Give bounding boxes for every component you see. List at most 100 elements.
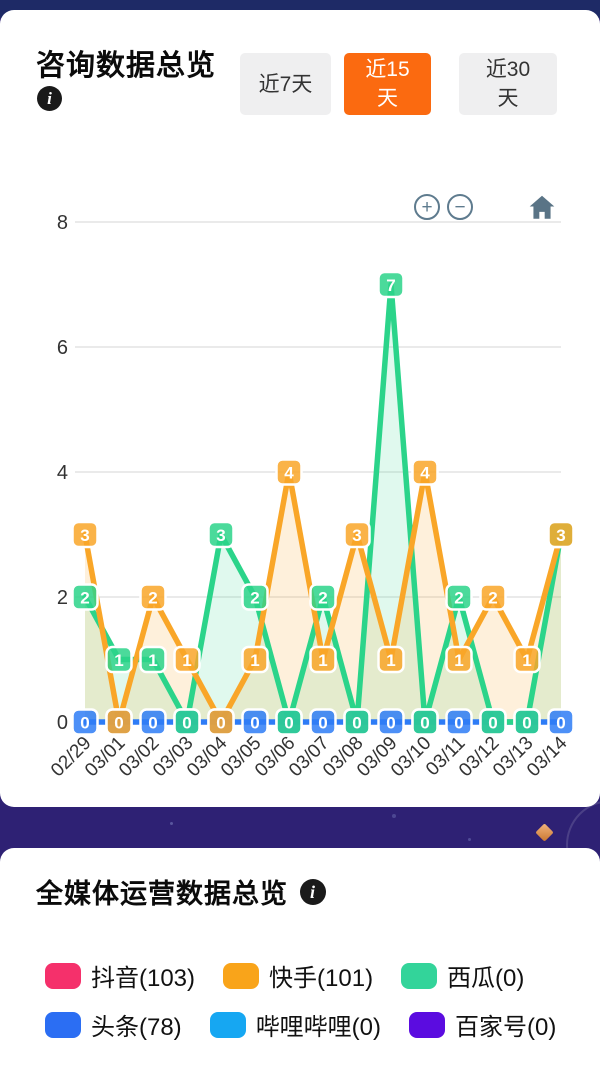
point-label: 3	[216, 526, 225, 545]
point-label: 0	[386, 714, 395, 733]
point-label: 4	[284, 464, 294, 483]
page-title: 咨询数据总览	[36, 50, 217, 82]
info-icon[interactable]: i	[300, 878, 326, 905]
point-label: 0	[114, 714, 123, 733]
point-label-box	[275, 458, 303, 486]
point-label: 2	[148, 589, 157, 608]
tab-last-15-days[interactable]: 近15天	[344, 53, 431, 115]
point-label: 1	[250, 651, 259, 670]
point-label: 0	[454, 714, 463, 733]
legend-label: 抖音(103)	[91, 965, 196, 992]
point-label-box	[241, 645, 269, 674]
point-label-box	[207, 708, 235, 736]
y-tick-label: 6	[57, 337, 68, 359]
legend-item[interactable]: 西瓜(0)	[401, 958, 524, 993]
point-label-box	[139, 583, 167, 611]
legend-item[interactable]: 哔哩哔哩(0)	[209, 1007, 382, 1042]
legend-label: 头条(78)	[91, 1014, 182, 1041]
section-title-text: 全媒体运营数据总览	[36, 879, 288, 909]
tab-label: 近15天	[365, 58, 410, 110]
legend-label: 哔哩哔哩(0)	[255, 1014, 382, 1041]
point-label-box	[547, 520, 575, 549]
legend-swatch	[401, 962, 438, 989]
point-label: 0	[80, 714, 89, 733]
y-tick-label: 0	[57, 712, 68, 734]
point-label: 3	[352, 526, 361, 545]
point-label: 7	[386, 276, 395, 295]
legend-label: 百家号(0)	[455, 1014, 557, 1041]
point-label: 0	[250, 714, 259, 733]
home-icon[interactable]	[527, 192, 557, 222]
point-label: 1	[318, 651, 327, 670]
legend-swatch	[209, 1011, 246, 1038]
point-label-box	[71, 708, 99, 736]
info-icon[interactable]: i	[37, 86, 62, 111]
point-label-box	[343, 520, 371, 549]
x-tick-label: 03/14	[523, 732, 572, 781]
point-label: 0	[556, 714, 565, 733]
point-label: 2	[488, 589, 497, 608]
point-label-box	[139, 708, 167, 736]
point-label-box	[411, 458, 439, 486]
point-label-box	[547, 708, 575, 736]
point-label: 1	[148, 651, 157, 670]
point-label-box	[275, 708, 303, 736]
section-title: 全媒体运营数据总览 i	[36, 872, 326, 911]
legend-item[interactable]: 百家号(0)	[409, 1007, 556, 1042]
media-overview-card: 全媒体运营数据总览 i 抖音(103) 快手(101) 西瓜(0) 头条(78)…	[0, 848, 600, 1067]
point-label: 4	[420, 464, 430, 483]
point-label: 1	[182, 651, 191, 670]
zoom-in-icon[interactable]: +	[414, 194, 440, 220]
consult-data-card: 咨询数据总览 i 近7天 近15天 近30天 + − 0 2 4 6 8 02/29 03/…	[0, 10, 600, 807]
legend-swatch	[409, 1011, 446, 1038]
point-label: 0	[216, 714, 225, 733]
tab-last-7-days[interactable]: 近7天	[240, 53, 331, 115]
point-label-box	[309, 645, 337, 674]
point-label: 2	[318, 589, 327, 608]
point-label-box	[309, 583, 337, 611]
point-label-box	[513, 645, 541, 674]
point-label: 3	[556, 526, 565, 545]
point-label-box	[445, 645, 473, 674]
point-label-box	[173, 708, 201, 736]
point-label: 3	[80, 526, 89, 545]
legend-swatch	[45, 1011, 81, 1038]
sparkle-decoration	[468, 838, 471, 841]
diamond-decoration	[535, 823, 554, 842]
point-label: 0	[352, 714, 361, 733]
x-tick-label: 03/10	[387, 733, 435, 781]
y-tick-label: 8	[57, 212, 68, 234]
tab-last-30-days[interactable]: 近30天	[459, 53, 557, 115]
point-label-box	[377, 708, 405, 736]
legend-label: 西瓜(0)	[447, 965, 525, 992]
line-chart: 0246802/2903/0103/0203/0303/0403/0503/06…	[47, 212, 575, 781]
point-label: 0	[488, 714, 497, 733]
point-label: 0	[148, 714, 157, 733]
legend-item[interactable]: 头条(78)	[45, 1007, 182, 1042]
platform-legend: 抖音(103) 快手(101) 西瓜(0) 头条(78) 哔哩哔哩(0) 百家号…	[45, 958, 565, 1042]
point-label: 0	[182, 714, 191, 733]
point-label: 1	[386, 651, 395, 670]
point-label: 1	[522, 651, 531, 670]
point-label-box	[241, 708, 269, 736]
sparkle-decoration	[392, 814, 396, 818]
legend-swatch	[45, 962, 81, 989]
legend-item[interactable]: 快手(101)	[223, 958, 373, 993]
point-label-box	[207, 520, 235, 549]
point-label-box	[479, 583, 507, 611]
point-label-box	[343, 708, 371, 736]
y-tick-label: 2	[57, 587, 68, 609]
tab-label: 近30天	[485, 58, 531, 110]
point-label: 1	[114, 651, 123, 670]
point-label-box	[241, 583, 269, 611]
legend-label: 快手(101)	[269, 965, 374, 992]
point-label: 2	[454, 589, 463, 608]
point-label-box	[139, 645, 167, 674]
point-label-box	[411, 708, 439, 736]
point-label: 2	[80, 589, 89, 608]
point-label-box	[513, 708, 541, 736]
legend-item[interactable]: 抖音(103)	[45, 958, 195, 993]
point-label-box	[105, 708, 133, 736]
point-label: 0	[420, 714, 429, 733]
zoom-out-icon[interactable]: −	[447, 194, 473, 220]
